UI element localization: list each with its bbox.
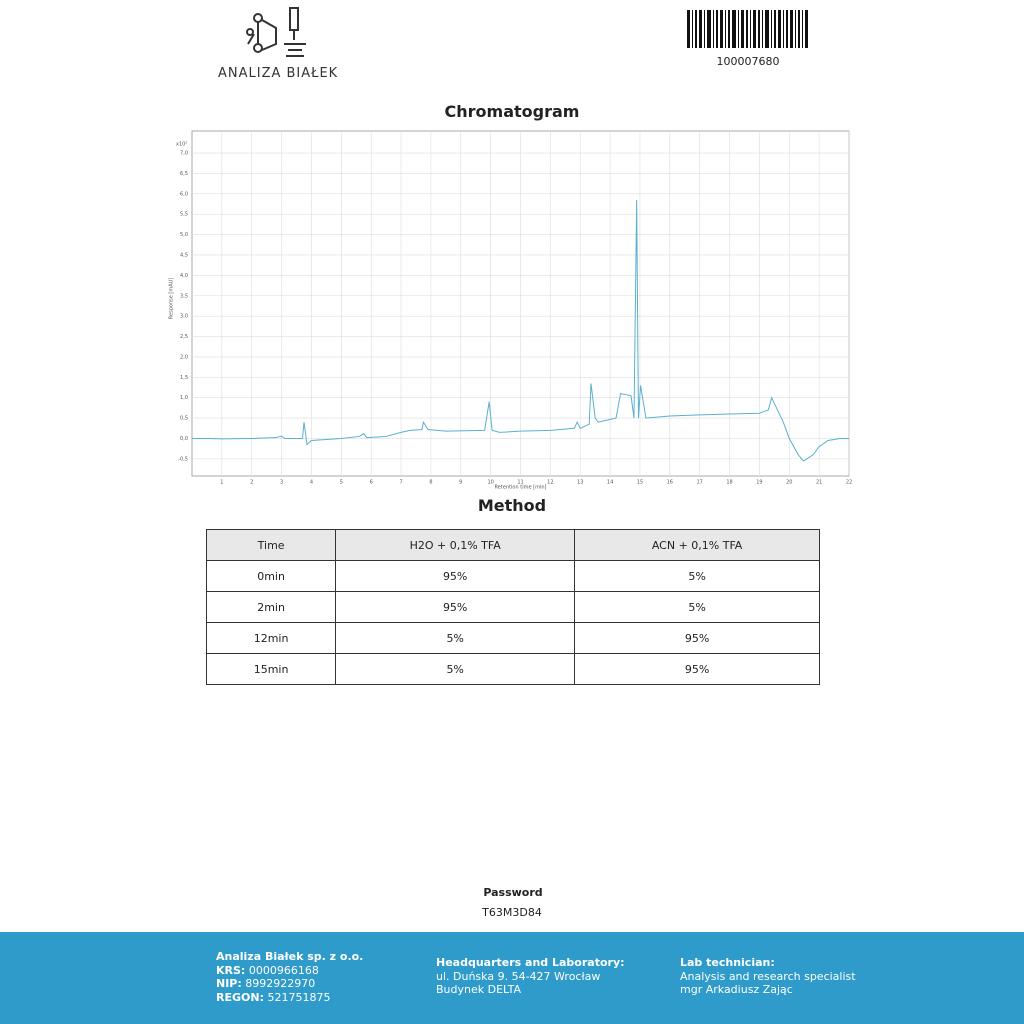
method-table: Time H2O + 0,1% TFA ACN + 0,1% TFA 0min 95% 5… [205,529,820,685]
item-value: 521751875 [267,990,331,1004]
item-label: KRS: [216,963,246,977]
x-tick-label: 5 [340,480,343,486]
header-cell: Time [205,529,337,561]
barcode [687,10,808,48]
y-tick-label: 5,0 [180,232,188,238]
item-value: 0000966168 [248,963,319,977]
x-tick-label: 19 [756,480,762,486]
header-cell: ACN + 0,1% TFA [574,529,820,561]
table-cell: 95% [574,653,820,685]
x-tick-label: 11 [517,480,523,486]
x-tick-label: 18 [726,480,732,486]
x-axis-label: Retention time [min] [495,485,547,491]
y-tick-label: 3,0 [180,314,188,320]
y-tick-label: 7,0 [180,151,188,157]
x-tick-label: 15 [637,480,643,486]
chromatogram-line [192,199,849,462]
y-tick-label: 2,5 [180,334,188,340]
table-row: 2min 95% 5% [205,591,820,623]
company-item: KRS: 0000966168 [216,964,363,978]
header-cell: H2O + 0,1% TFA [335,529,576,561]
hq-block: Headquarters and Laboratory: ul. Duńska … [436,956,625,997]
footer: Analiza Białek sp. z o.o. KRS: 000096616… [0,932,1024,1024]
lab-line: mgr Arkadiusz Zając [680,983,793,996]
password-value: T63M3D84 [482,906,542,919]
company-item: REGON: 521751875 [216,991,363,1005]
table-cell: 5% [574,591,820,623]
table-cell: 95% [335,560,576,592]
x-tick-label: 17 [696,480,702,486]
x-tick-label: 20 [786,480,792,486]
lab-line: Analysis and research specialist [680,969,856,983]
company-item: NIP: 8992922970 [216,977,363,991]
item-value: 8992922970 [245,977,316,990]
table-row: 12min 5% 95% [205,622,820,654]
y-tick-label: 3,5 [180,293,188,299]
hq-line: ul. Duńska 9. 54-427 Wrocław [436,969,601,983]
password-label: Password [483,886,543,899]
x-tick-label: 4 [310,480,313,486]
chart-title: Chromatogram [444,102,580,121]
x-tick-label: 2 [250,480,253,486]
table-header-row: Time H2O + 0,1% TFA ACN + 0,1% TFA [205,529,820,561]
item-label: REGON: [216,990,264,1004]
y-tick-label: -0,5 [178,456,188,462]
x-tick-label: 10 [487,480,493,486]
table-cell: 12min [205,622,337,654]
y-tick-label: 2,0 [180,354,188,360]
lab-block: Lab technician: Analysis and research sp… [680,956,856,997]
x-tick-label: 3 [280,480,283,486]
y-tick-label: 1,5 [180,375,188,381]
method-title: Method [477,496,547,515]
table-cell: 95% [335,591,576,623]
barcode-number: 100007680 [716,55,780,68]
table-cell: 5% [335,622,576,654]
chart: -0,5 0,0 0,5 1,0 1,5 2,0 2,5 3,0 3,5 4,0 4,5 5,0 5,5… [169,130,852,491]
table-cell: 0min [205,560,337,592]
y-tick-label: 4,5 [180,252,188,258]
hq-title: Headquarters and Laboratory: [436,956,625,969]
table-row: 0min 95% 5% [205,560,820,592]
y-tick-label: 0,5 [180,416,188,422]
x-tick-label: 9 [459,480,462,486]
company-items: KRS: 0000966168 NIP: 8992922970 REGON: 521… [216,964,363,1005]
logo-icon [246,7,306,57]
x-tick-label: 16 [667,480,673,486]
y-tick-label: 0,0 [180,436,188,442]
y-multiplier: x10² [176,142,187,148]
y-tick-label: 6,0 [180,191,188,197]
table-cell: 2min [205,591,337,623]
x-tick-label: 14 [607,480,613,486]
table-cell: 5% [335,653,576,685]
x-tick-label: 7 [399,480,402,486]
x-tick-label: 1 [220,480,223,486]
y-axis-label: Response [mAU] [169,278,175,320]
y-tick-label: 4,0 [180,273,188,279]
table-cell: 5% [574,560,820,592]
y-tick-label: 1,0 [180,395,188,401]
lab-title: Lab technician: [680,956,775,969]
table-row: 15min 5% 95% [205,653,820,685]
x-tick-label: 22 [846,480,852,486]
company-name: Analiza Białek sp. z o.o. [216,950,364,963]
logo-text: ANALIZA BIAŁEK [218,66,339,81]
x-tick-label: 21 [816,480,822,486]
y-tick-label: 5,5 [180,212,188,218]
item-label: NIP: [216,977,242,990]
table-cell: 15min [205,653,337,685]
table-cell: 95% [574,622,820,654]
x-tick-label: 13 [577,480,583,486]
company-block: Analiza Białek sp. z o.o. KRS: 000096616… [216,950,363,1004]
hq-line: Budynek DELTA [436,983,522,996]
y-tick-label: 6,5 [180,171,188,177]
x-tick-label: 12 [547,480,553,486]
x-tick-label: 8 [429,480,432,486]
x-tick-label: 6 [370,480,373,486]
